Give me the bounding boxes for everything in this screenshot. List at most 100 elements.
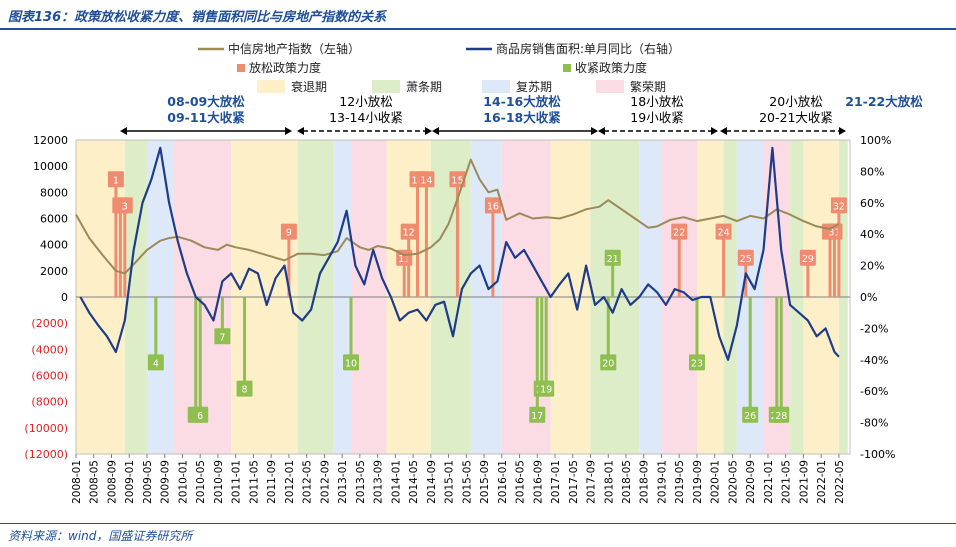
legend-phase-swatch [257,80,285,93]
x-axis-tick: 2008-05 [89,460,101,504]
tight-policy-bar [544,297,548,389]
tight-policy-bar [198,297,202,415]
cycle-label: 20小放松 [769,94,822,109]
x-axis-tick: 2011-05 [248,460,260,504]
index-series-line [75,158,840,275]
tight-policy-bar [748,297,752,415]
right-axis-tick: 100% [860,134,891,147]
x-axis-tick: 2017-01 [550,460,562,504]
tight-policy-bar [540,297,544,389]
legend-tight-label: 收紧政策力度 [575,60,647,75]
legend-ease-label: 放松政策力度 [249,60,321,75]
ease-policy-badge [400,223,417,240]
right-axis-tick: 40% [860,228,884,241]
left-axis-tick: 4000 [40,239,68,252]
tight-policy-bar [220,297,224,337]
cycle-arrow-head-right [839,127,846,135]
right-axis-tick: -100% [860,448,895,461]
cycle-arrow-head-left [720,127,727,135]
x-axis-tick: 2020-05 [727,460,739,504]
ease-policy-badge [484,197,501,214]
left-axis-tick: (10000) [24,422,68,435]
ease-policy-bar [287,231,291,297]
ease-policy-bar [416,179,420,297]
x-axis-tick: 2018-01 [603,460,615,504]
cycle-arrow-head-right [425,127,432,135]
x-axis-tick: 2022-05 [834,460,846,504]
tight-policy-badge [147,354,164,371]
x-axis-tick: 2020-09 [745,460,757,504]
ease-policy-bar [806,257,810,297]
ease-policy-bar [455,179,459,297]
left-axis-tick: 2000 [40,265,68,278]
x-axis-tick: 2017-05 [568,460,580,504]
tight-policy-badge [192,406,209,423]
tight-policy-badge [742,406,759,423]
x-axis-tick: 2011-09 [266,460,278,504]
x-axis-tick: 2014-01 [390,460,402,504]
x-axis-tick: 2011-01 [231,460,243,504]
x-axis-tick: 2018-05 [621,460,633,504]
left-axis-tick: (4000) [31,343,68,356]
legend-index-label: 中信房地产指数（左轴） [228,41,360,56]
ease-policy-bar [677,231,681,297]
ease-policy-label: 29 [802,254,814,265]
right-axis-tick: 80% [860,165,884,178]
policy-cycle-chart: 12000 10000 8000 6000 4000 2000 0 (2000) (4000) (… [24,41,923,504]
cycle-label: 08-09大放松 [167,94,245,109]
ease-policy-badge [280,223,297,240]
tight-policy-bar [194,297,198,415]
x-axis-tick: 2016-01 [497,460,509,504]
right-axis-tick: -80% [860,417,888,430]
cycle-label: 18小放松 [630,94,683,109]
series-lines [75,146,840,361]
right-axis-tick: 20% [860,260,884,273]
right-axis-tick: -60% [860,385,888,398]
left-axis-tick: (6000) [31,370,68,383]
ease-policy-label: 3 [122,201,128,212]
cycle-arrow-head-left [598,127,605,135]
right-axis-tick: 0% [860,291,877,304]
ease-policy-label: 1 [113,175,119,186]
x-axis-tick: 2016-05 [515,460,527,504]
cycle-arrow-head-left [120,127,127,135]
ease-policy-bar [832,231,836,297]
tight-policy-label: 4 [153,358,159,369]
x-axis-tick: 2015-09 [479,460,491,504]
ease-policy-bar [491,205,495,297]
tight-policy-bar [695,297,699,363]
x-axis-tick: 2019-05 [674,460,686,504]
tight-policy-label: 7 [219,332,225,343]
cycle-label: 19小收紧 [630,110,683,125]
cycle-arrow-head-right [285,127,292,135]
tight-policy-bar [154,297,158,363]
chart-title: 图表136：政策放松收紧力度、销售面积同比与房地产指数的关系 [8,10,387,25]
axes: 12000 10000 8000 6000 4000 2000 0 (2000) (4000) (… [24,134,895,504]
x-axis-tick: 2021-09 [798,460,810,504]
right-axis-tick: -40% [860,354,888,367]
x-axis-tick: 2013-01 [337,460,349,504]
tight-policy-label: 21 [607,254,619,265]
tight-policy-bar [775,297,779,415]
x-axis-tick: 2013-05 [355,460,367,504]
x-axis-tick: 2012-05 [302,460,314,504]
cycle-label: 20-21大收紧 [759,110,833,125]
legend-phase-label: 衰退期 [291,79,327,94]
x-axis-tick: 2017-09 [586,460,598,504]
tight-policy-label: 20 [602,358,614,369]
title-rule [0,28,956,30]
ease-policy-badge [449,171,466,188]
x-axis-tick: 2022-01 [816,460,828,504]
left-axis-tick: (2000) [31,317,68,330]
left-axis-tick: (8000) [31,396,68,409]
ease-policy-label: 11 [398,254,410,265]
x-axis-tick: 2009-05 [142,460,154,504]
ease-policy-label: 16 [487,201,499,212]
x-axis-tick: 2012-01 [284,460,296,504]
tight-policy-badge [214,328,231,345]
legend-phase-label: 萧条期 [406,80,442,94]
footer-rule [0,523,956,524]
ease-policy-bar [123,205,127,297]
x-axis-tick: 2008-01 [71,460,83,504]
x-axis-tick: 2019-09 [692,460,704,504]
